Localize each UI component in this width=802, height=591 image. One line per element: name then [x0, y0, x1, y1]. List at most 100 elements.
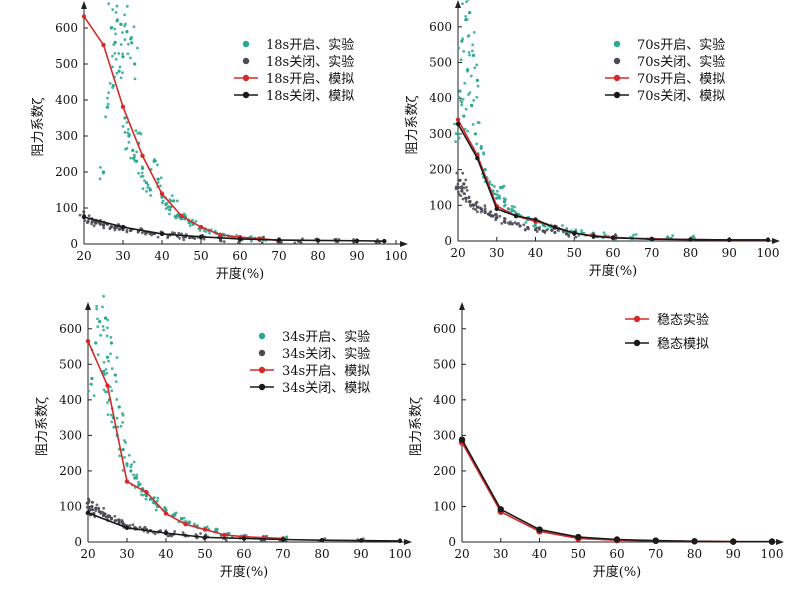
line-marker — [513, 213, 519, 219]
scatter-point — [98, 320, 102, 324]
scatter-point-jitter — [126, 127, 130, 131]
scatter-point-jitter — [498, 194, 501, 198]
legend-label: 70s开启、模拟 — [637, 72, 725, 87]
scatter-point-jitter — [237, 241, 240, 244]
scatter-point-jitter — [473, 66, 477, 70]
scatter-point-jitter — [467, 93, 470, 96]
scatter-point-jitter — [461, 171, 465, 175]
scatter-point-jitter — [141, 174, 145, 178]
line-marker — [397, 538, 403, 544]
line-marker — [455, 121, 461, 127]
scatter-point-jitter — [166, 234, 170, 238]
scatter-point-jitter — [194, 533, 198, 536]
scatter-point-jitter — [466, 129, 470, 133]
scatter-point-jitter — [194, 219, 198, 223]
scatter-point-jitter — [671, 234, 675, 238]
scatter-point-jitter — [128, 133, 131, 136]
x-tick-label: 80 — [687, 547, 702, 561]
line-marker — [163, 511, 169, 516]
scatter-point-jitter — [107, 359, 111, 363]
scatter-point-jitter — [106, 413, 110, 417]
scatter-point — [458, 178, 462, 182]
scatter-point-jitter — [135, 150, 139, 154]
y-axis-arrow — [81, 1, 87, 9]
scatter-point-jitter — [111, 54, 114, 58]
scatter-point — [510, 222, 514, 226]
scatter-point-jitter — [106, 318, 110, 322]
scatter-point — [129, 469, 133, 473]
scatter-point-jitter — [462, 50, 466, 53]
scatter-point — [468, 10, 472, 15]
scatter-point-jitter — [140, 171, 144, 175]
scatter-point-jitter — [125, 230, 129, 234]
scatter-point — [495, 196, 499, 200]
y-tick-label: 100 — [433, 499, 456, 513]
legend-label: 34s开启、实验 — [282, 329, 370, 345]
scatter-point — [491, 214, 495, 218]
scatter-point-jitter — [146, 183, 150, 187]
scatter-point-jitter — [110, 389, 114, 393]
scatter-point-jitter — [108, 515, 111, 518]
legend-label: 70s开启、实验 — [637, 37, 725, 53]
legend-label: 34s开启、模拟 — [282, 364, 370, 379]
line-marker — [159, 191, 165, 197]
scatter-point-jitter — [109, 352, 112, 356]
scatter-point-jitter — [154, 159, 157, 163]
scatter-point-jitter — [119, 22, 122, 26]
x-tick-label: 70 — [271, 249, 286, 263]
scatter-point-jitter — [224, 538, 228, 542]
line-marker — [280, 537, 286, 542]
series-line — [83, 16, 280, 242]
scatter-point — [103, 316, 108, 320]
scatter-point-jitter — [133, 77, 137, 81]
legend-marker — [258, 332, 266, 340]
scatter-point-jitter — [465, 0, 468, 4]
x-tick-label: 30 — [489, 246, 504, 260]
scatter-point-jitter — [113, 514, 117, 518]
scatter-point-jitter — [121, 71, 124, 75]
scatter-point-jitter — [139, 482, 142, 486]
scatter-point-jitter — [561, 224, 564, 227]
scatter-point — [144, 181, 148, 185]
line-marker — [163, 530, 169, 536]
y-tick-label: 300 — [55, 129, 78, 143]
line-marker — [101, 42, 106, 48]
scatter-point-jitter — [550, 229, 554, 233]
line-marker — [140, 153, 145, 158]
scatter-point-jitter — [476, 84, 480, 88]
line-marker — [552, 225, 558, 230]
scatter-point-jitter — [96, 317, 99, 321]
legend-marker — [242, 40, 250, 48]
scatter-point-jitter — [168, 198, 172, 202]
scatter-point-jitter — [112, 43, 116, 46]
scatter-point — [123, 116, 127, 120]
scatter-point — [105, 355, 110, 359]
scatter-point-jitter — [114, 380, 118, 384]
scatter-point-jitter — [503, 199, 506, 203]
scatter-point-jitter — [182, 516, 186, 520]
line-marker — [85, 510, 91, 516]
x-tick-label: 90 — [722, 246, 737, 260]
scatter-point-jitter — [129, 56, 132, 60]
scatter-point-jitter — [78, 213, 82, 217]
x-axis-label: 开度(%) — [220, 564, 269, 580]
scatter-point-jitter — [91, 508, 95, 512]
x-tick-label: 60 — [236, 547, 251, 561]
scatter-point-jitter — [126, 52, 130, 56]
scatter-point-jitter — [464, 107, 468, 111]
scatter-point — [473, 132, 478, 136]
x-tick-label: 30 — [115, 249, 130, 263]
scatter-point — [105, 105, 109, 109]
scatter-point-jitter — [134, 129, 138, 133]
x-axis-arrow — [776, 539, 784, 545]
line-marker — [354, 238, 360, 243]
y-tick-label: 400 — [59, 393, 82, 407]
scatter-point-jitter — [463, 81, 467, 85]
line-marker — [144, 490, 149, 495]
x-axis-label: 开度(%) — [593, 564, 642, 580]
scatter-point-jitter — [523, 228, 527, 232]
scatter-point-jitter — [474, 203, 478, 206]
scatter-point-jitter — [123, 38, 127, 41]
scatter-point — [113, 373, 117, 377]
chart-panel-p70: 20 30 40 50 60 70 80 90 100 0 100 200 300 400 500 600 开度… — [405, 0, 780, 279]
